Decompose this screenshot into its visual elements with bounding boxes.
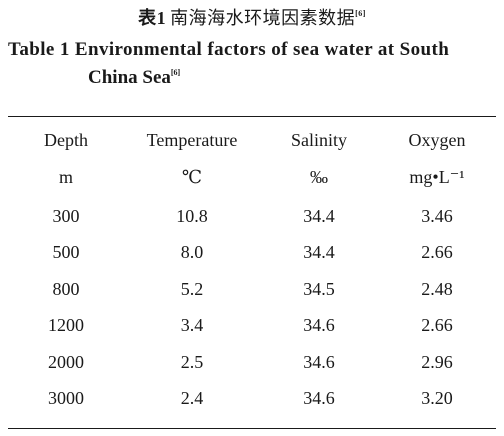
cell-temperature: 3.4 [180,315,204,336]
cell-depth: 300 [52,205,80,226]
cell-depth: 800 [52,278,80,299]
column-header-salinity: Salinity [290,129,347,150]
table-caption-chinese: 表1 南海海水环境因素数据[6] [0,6,504,30]
table-title-cn: 南海海水环境因素数据 [170,8,356,28]
cell-temperature: 2.5 [180,351,204,372]
column-unit-salinity: ‰ [310,166,328,187]
environment-data-table: Depth Temperature Salinity Oxygen m ℃ ‰ … [8,120,496,417]
reference-marker: [6] [170,68,181,77]
cell-salinity: 34.6 [303,351,335,372]
cell-salinity: 34.6 [303,315,335,336]
cell-temperature: 2.4 [180,388,204,409]
cell-depth: 2000 [48,351,84,372]
table-row: 500 8.0 34.4 2.66 [8,235,496,272]
cell-depth: 500 [52,242,80,263]
table-bottom-rule [8,428,496,429]
table-row: 800 5.2 34.5 2.48 [8,271,496,308]
cell-oxygen: 2.96 [421,351,453,372]
column-header-oxygen: Oxygen [408,129,466,150]
cell-oxygen: 2.66 [421,315,453,336]
cell-salinity: 34.4 [303,205,335,226]
cell-salinity: 34.6 [303,388,335,409]
column-unit-temperature: ℃ [181,166,203,187]
table-title-en-line2-text: China Sea [88,67,171,88]
table-row: 300 10.8 34.4 3.46 [8,194,496,235]
cell-temperature: 10.8 [176,205,208,226]
table-row: 3000 2.4 34.6 3.20 [8,381,496,418]
cell-depth: 1200 [48,315,84,336]
cell-depth: 3000 [48,388,84,409]
cell-oxygen: 3.20 [421,388,453,409]
cell-temperature: 8.0 [180,242,204,263]
table-row: 1200 3.4 34.6 2.66 [8,308,496,345]
cell-temperature: 5.2 [180,278,204,299]
cell-oxygen: 2.48 [421,278,453,299]
reference-marker: [6] [355,9,366,18]
header-row-units: m ℃ ‰ mg•L⁻¹ [8,160,496,194]
table-row: 2000 2.5 34.6 2.96 [8,344,496,381]
table-number-cn: 表1 [138,8,167,28]
column-header-depth: Depth [44,129,88,150]
cell-oxygen: 3.46 [421,205,453,226]
column-unit-oxygen: mg•L⁻¹ [409,166,465,187]
header-row-names: Depth Temperature Salinity Oxygen [8,120,496,160]
table-title-en-line2: China Sea[6] [8,64,502,92]
column-header-temperature: Temperature [146,129,238,150]
table-top-rule [8,116,496,117]
table-caption-english: Table 1 Environmental factors of sea wat… [8,36,502,92]
column-unit-depth: m [58,166,73,187]
cell-salinity: 34.5 [303,278,335,299]
cell-oxygen: 2.66 [421,242,453,263]
cell-salinity: 34.4 [303,242,335,263]
table-title-en-line1: Table 1 Environmental factors of sea wat… [8,39,450,60]
